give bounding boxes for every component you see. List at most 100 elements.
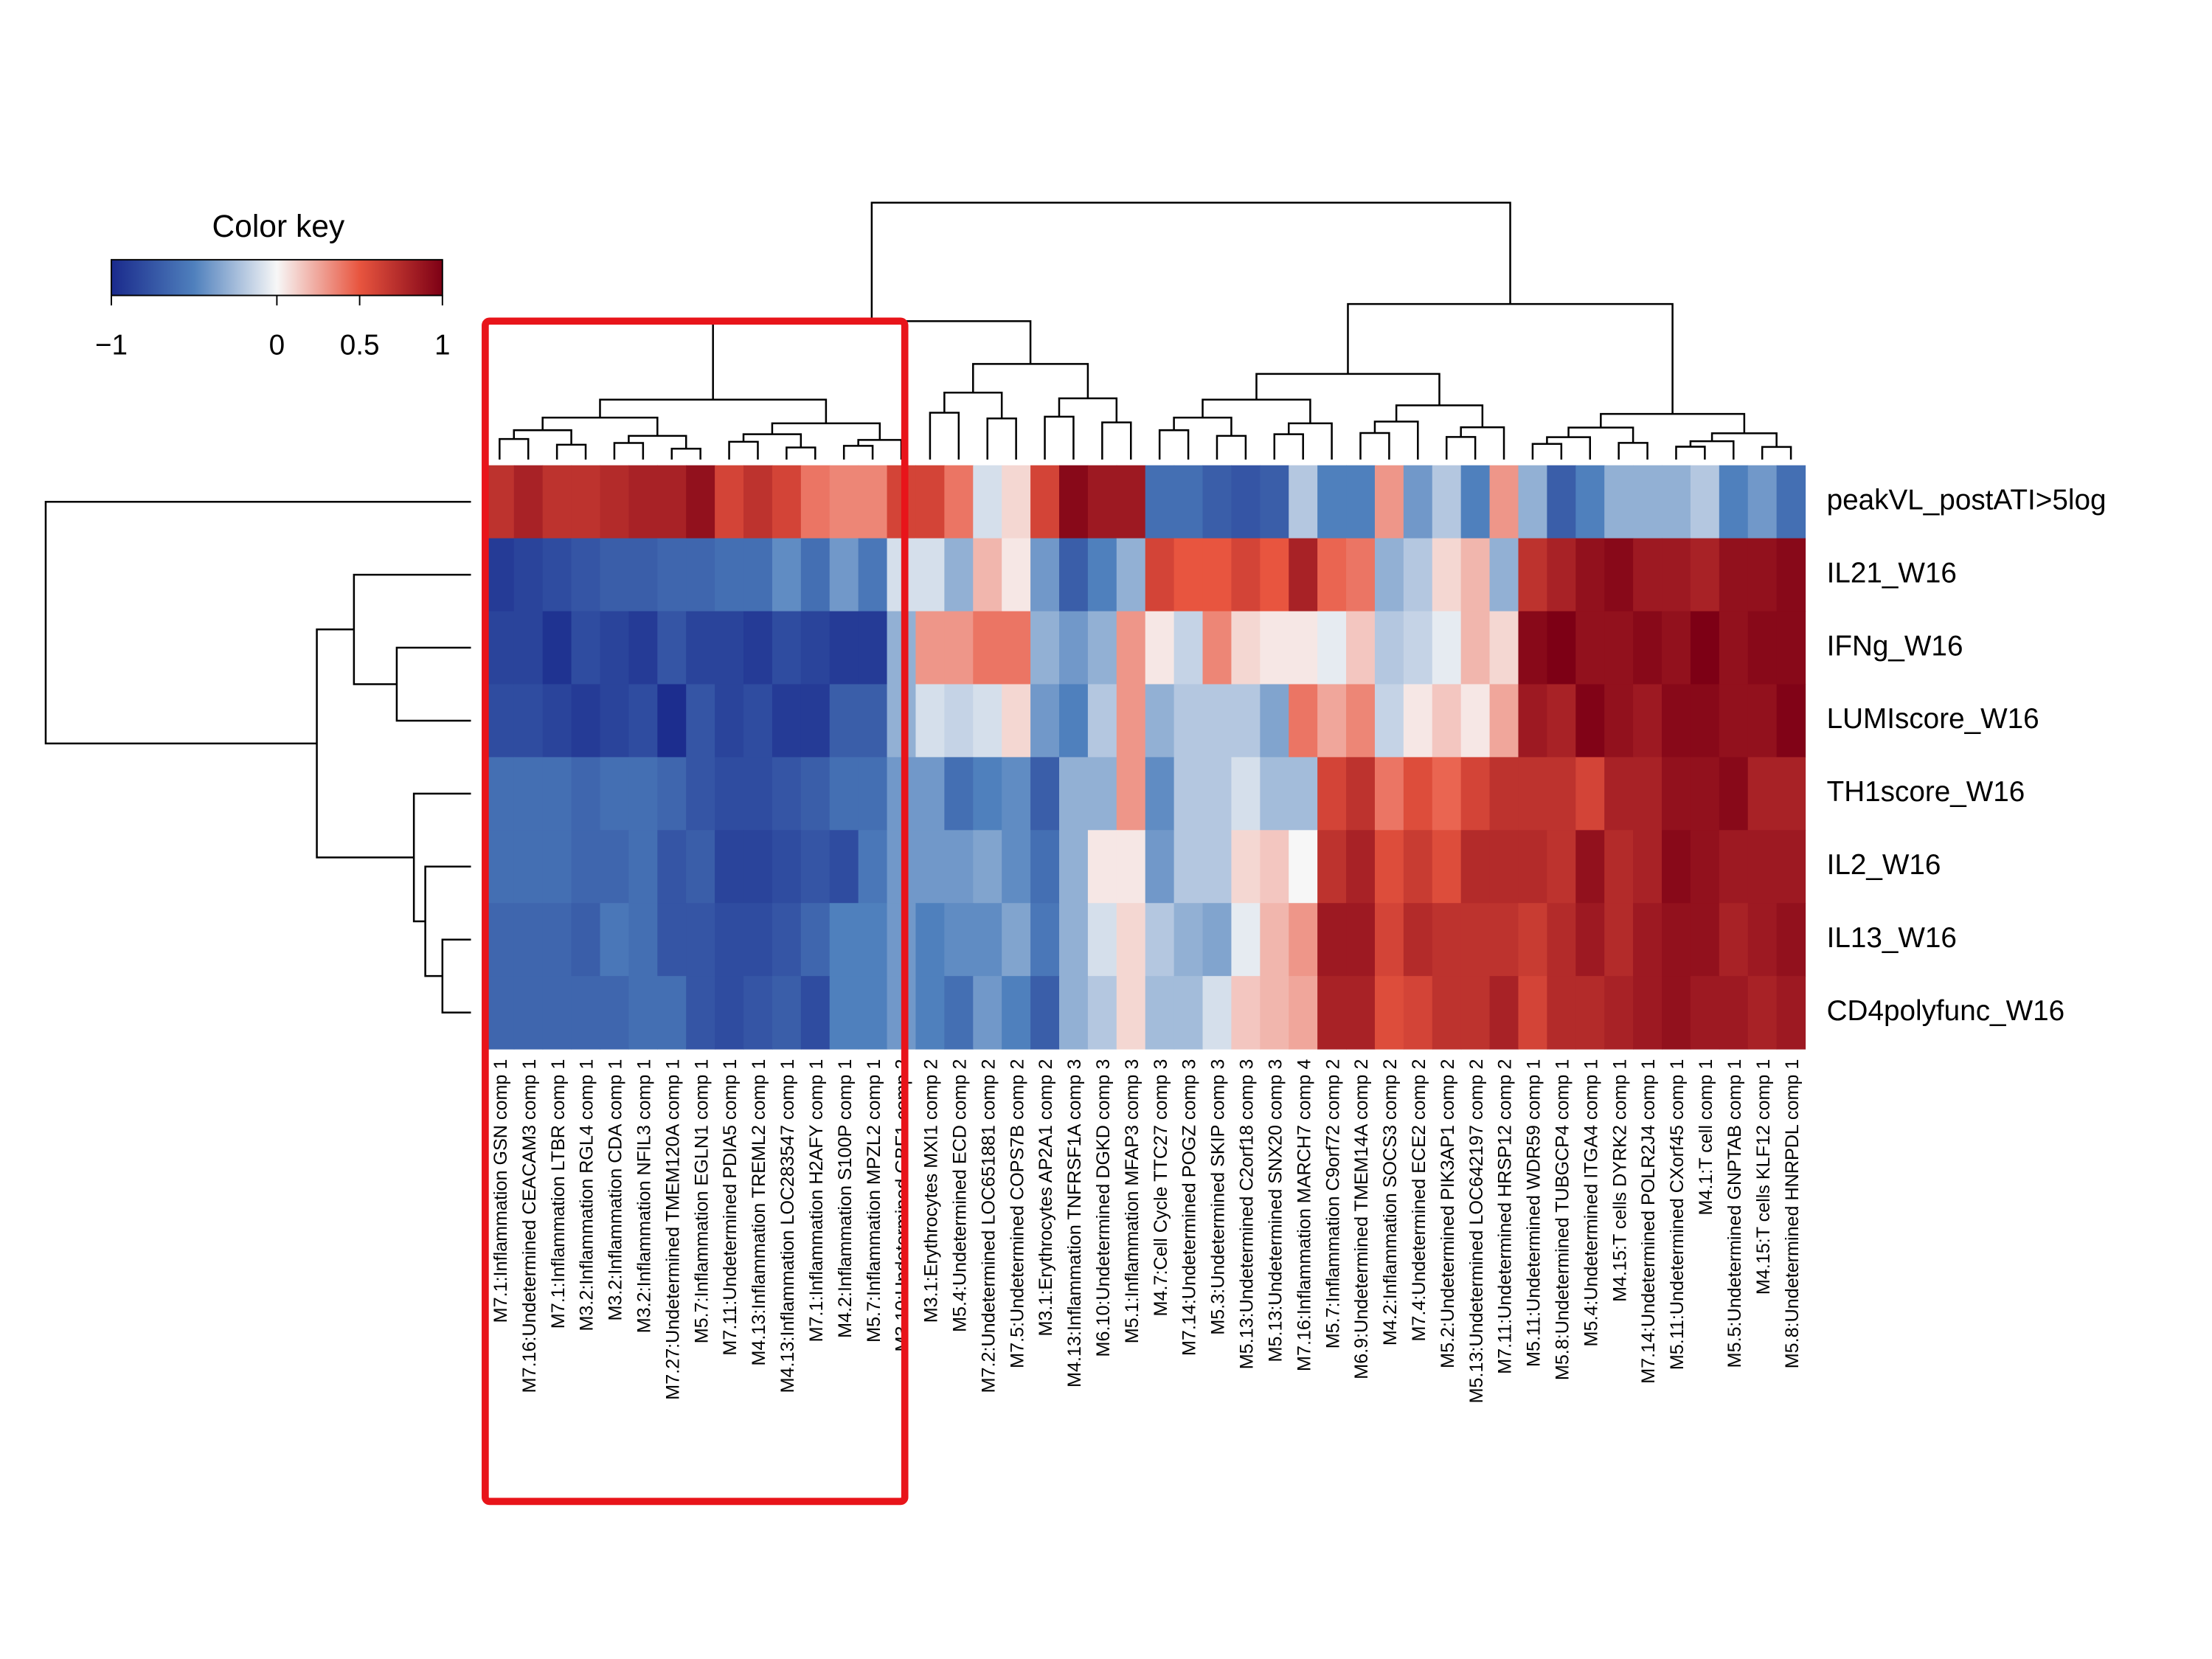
heatmap-cell	[1662, 684, 1691, 758]
heatmap-cell	[1633, 611, 1663, 685]
heatmap-cell	[743, 830, 773, 904]
heatmap-cell	[1604, 538, 1634, 612]
heatmap-cell	[1633, 465, 1663, 539]
heatmap-cell	[542, 976, 572, 1050]
dendrogram-branch	[1710, 432, 1778, 447]
heatmap-cell	[944, 538, 974, 612]
dendrogram-branch	[1460, 426, 1505, 460]
heatmap-cell	[944, 684, 974, 758]
heatmap-cell	[829, 538, 859, 612]
heatmap-cell	[829, 684, 859, 758]
heatmap-cell	[1202, 611, 1232, 685]
column-label: M5.11:Undetermined WDR59 comp 1	[1524, 1059, 1544, 1367]
heatmap-cell	[542, 757, 572, 831]
heatmap-cell	[1087, 611, 1117, 685]
dendrogram-branch	[1395, 404, 1484, 428]
heatmap-cell	[1719, 757, 1749, 831]
heatmap-cell	[1747, 684, 1778, 758]
heatmap-cell	[571, 757, 601, 831]
heatmap-cell	[1346, 684, 1376, 758]
heatmap-cell	[1087, 465, 1117, 539]
dendrogram-branch	[613, 442, 645, 460]
heatmap-cell	[628, 611, 658, 685]
heatmap-cell	[1719, 611, 1749, 685]
heatmap-cell	[1633, 976, 1663, 1050]
heatmap-cell	[858, 465, 888, 539]
heatmap-cell	[1662, 757, 1691, 831]
heatmap-cell	[1030, 465, 1060, 539]
heatmap-cell	[743, 903, 773, 977]
heatmap-cell	[1518, 903, 1547, 977]
dendrogram-branch	[353, 573, 471, 685]
heatmap-cell	[1460, 611, 1491, 685]
heatmap-cell	[1432, 757, 1462, 831]
column-label: M5.7:Inflammation MPZL2 comp 1	[864, 1059, 884, 1343]
heatmap-cell	[1173, 538, 1204, 612]
dendrogram-branch	[1058, 397, 1118, 423]
heatmap-cell	[1058, 830, 1089, 904]
dendrogram-branch	[1202, 398, 1311, 423]
heatmap-cell	[715, 830, 744, 904]
heatmap-cell	[1690, 830, 1720, 904]
heatmap-cell	[1518, 465, 1547, 539]
heatmap-cell	[571, 684, 601, 758]
heatmap-cell	[513, 611, 544, 685]
heatmap-cell	[1002, 611, 1031, 685]
column-label: M5.13:Undetermined LOC642197 comp 2	[1466, 1059, 1487, 1404]
heatmap-cell	[1116, 465, 1146, 539]
heatmap-cell	[858, 976, 888, 1050]
heatmap-cell	[1202, 465, 1232, 539]
heatmap-cell	[1575, 611, 1605, 685]
heatmap-cell	[1662, 976, 1691, 1050]
dendrogram-branch	[857, 439, 903, 460]
heatmap-cell	[772, 976, 802, 1050]
heatmap-cell	[657, 538, 687, 612]
heatmap-cell	[800, 465, 831, 539]
heatmap-cell	[1776, 684, 1806, 758]
heatmap-cell	[1690, 538, 1720, 612]
heatmap-cell	[1489, 684, 1519, 758]
row-label: IFNg_W16	[1827, 630, 1963, 662]
dendrogram-branch	[728, 440, 759, 460]
heatmap-cell	[600, 465, 629, 539]
heatmap-cell	[1747, 611, 1778, 685]
heatmap-cell	[944, 465, 974, 539]
heatmap-cell	[1087, 976, 1117, 1050]
heatmap-cell	[1460, 684, 1491, 758]
heatmap-cell	[1317, 684, 1347, 758]
heatmap-cell	[1633, 830, 1663, 904]
heatmap-cell	[1776, 976, 1806, 1050]
heatmap-cell	[1289, 538, 1318, 612]
heatmap-cell	[1030, 684, 1060, 758]
heatmap-cell	[1403, 611, 1433, 685]
heatmap-cell	[1604, 611, 1634, 685]
column-label: M5.4:Undetermined ECD comp 2	[949, 1059, 970, 1332]
heatmap-cell	[1747, 538, 1778, 612]
dendrogram-branch	[1675, 446, 1706, 460]
heatmap-cell	[772, 757, 802, 831]
heatmap-cell	[1662, 830, 1691, 904]
heatmap-cell	[1231, 538, 1261, 612]
heatmap-cell	[1547, 465, 1576, 539]
heatmap-cell	[1346, 757, 1376, 831]
heatmap-cell	[743, 538, 773, 612]
heatmap-cell	[1173, 757, 1204, 831]
heatmap-cell	[1460, 903, 1491, 977]
heatmap-cell	[1432, 903, 1462, 977]
dendrogram-branch	[424, 865, 471, 977]
heatmap-cell	[1575, 830, 1605, 904]
column-label: M7.4:Undetermined ECE2 comp 2	[1409, 1059, 1429, 1342]
heatmap-cell	[1289, 976, 1318, 1050]
heatmap-cell	[1547, 684, 1576, 758]
heatmap-cell	[1489, 465, 1519, 539]
color-key-tick-label: 0.5	[340, 329, 380, 361]
row-label: CD4polyfunc_W16	[1827, 995, 2065, 1027]
dendrogram-branch	[1445, 436, 1477, 460]
heatmap-cell	[513, 465, 544, 539]
row-label: LUMIscore_W16	[1827, 703, 2039, 735]
heatmap-cell	[1690, 757, 1720, 831]
dendrogram-branch	[1373, 420, 1419, 460]
dendrogram-branch	[395, 646, 471, 722]
heatmap-cell	[1662, 903, 1691, 977]
heatmap-cell	[743, 757, 773, 831]
